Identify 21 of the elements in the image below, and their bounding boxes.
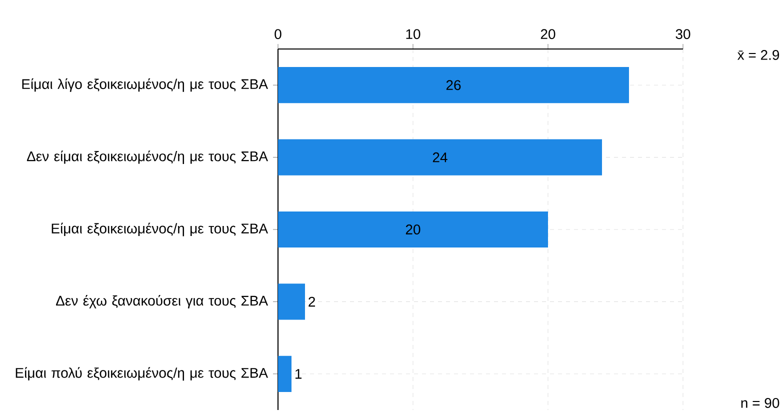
x-tick-label: 10: [406, 29, 420, 40]
data-label: 24: [432, 152, 448, 162]
bar: [278, 356, 292, 392]
data-label: 20: [406, 224, 420, 234]
data-label: 26: [446, 80, 461, 90]
x-tick-label: 30: [676, 29, 690, 40]
data-label: 2: [308, 296, 315, 307]
y-tick-label: Είμαι εξοικειωμένος/η με τους ΣΒΑ: [52, 222, 268, 236]
bar: [278, 67, 629, 104]
bar: [278, 284, 305, 320]
y-tick-label: Δεν έχω ξανακούσει για τους ΣΒΑ: [56, 294, 268, 308]
y-tick-label: Είμαι λίγο εξοικειωμένος/η με τους ΣΒΑ: [22, 78, 268, 92]
data-label: 1: [296, 369, 302, 379]
text: n = 90: [741, 398, 780, 408]
text: x̄ = 2.9: [737, 50, 780, 60]
x-tick-label: 20: [540, 29, 556, 40]
y-tick-label: Δεν είμαι εξοικειωμένος/η με τους ΣΒΑ: [26, 150, 268, 164]
bar: [278, 211, 548, 248]
bar: [278, 139, 602, 176]
y-tick-label: Είμαι πολύ εξοικειωμένος/η με τους ΣΒΑ: [16, 367, 268, 381]
x-tick-label: 0: [274, 29, 282, 40]
